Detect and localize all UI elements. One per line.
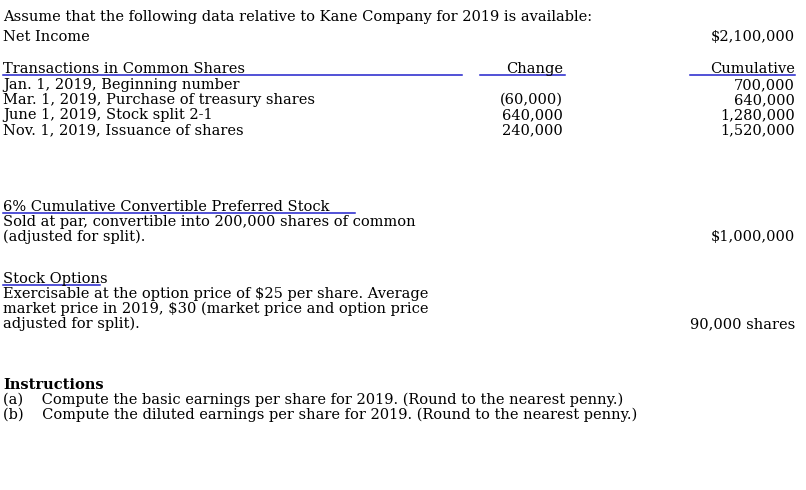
Text: 1,280,000: 1,280,000: [721, 108, 795, 122]
Text: Net Income: Net Income: [3, 30, 89, 44]
Text: Exercisable at the option price of $25 per share. Average: Exercisable at the option price of $25 p…: [3, 287, 428, 301]
Text: 640,000: 640,000: [734, 93, 795, 107]
Text: (a)    Compute the basic earnings per share for 2019. (Round to the nearest penn: (a) Compute the basic earnings per share…: [3, 393, 623, 407]
Text: market price in 2019, $30 (market price and option price: market price in 2019, $30 (market price …: [3, 302, 429, 317]
Text: 90,000 shares: 90,000 shares: [690, 317, 795, 331]
Text: June 1, 2019, Stock split 2-1: June 1, 2019, Stock split 2-1: [3, 108, 213, 122]
Text: (adjusted for split).: (adjusted for split).: [3, 230, 145, 245]
Text: 700,000: 700,000: [734, 78, 795, 92]
Text: $1,000,000: $1,000,000: [711, 230, 795, 244]
Text: Mar. 1, 2019, Purchase of treasury shares: Mar. 1, 2019, Purchase of treasury share…: [3, 93, 315, 107]
Text: Assume that the following data relative to Kane Company for 2019 is available:: Assume that the following data relative …: [3, 10, 592, 24]
Text: Instructions: Instructions: [3, 378, 104, 392]
Text: (60,000): (60,000): [500, 93, 563, 107]
Text: 1,520,000: 1,520,000: [721, 123, 795, 137]
Text: adjusted for split).: adjusted for split).: [3, 317, 139, 331]
Text: Change: Change: [506, 62, 563, 76]
Text: 240,000: 240,000: [502, 123, 563, 137]
Text: 640,000: 640,000: [502, 108, 563, 122]
Text: 6% Cumulative Convertible Preferred Stock: 6% Cumulative Convertible Preferred Stoc…: [3, 200, 330, 214]
Text: Cumulative: Cumulative: [710, 62, 795, 76]
Text: Transactions in Common Shares: Transactions in Common Shares: [3, 62, 245, 76]
Text: Sold at par, convertible into 200,000 shares of common: Sold at par, convertible into 200,000 sh…: [3, 215, 416, 229]
Text: Jan. 1, 2019, Beginning number: Jan. 1, 2019, Beginning number: [3, 78, 239, 92]
Text: Nov. 1, 2019, Issuance of shares: Nov. 1, 2019, Issuance of shares: [3, 123, 243, 137]
Text: Stock Options: Stock Options: [3, 272, 108, 286]
Text: (b)    Compute the diluted earnings per share for 2019. (Round to the nearest pe: (b) Compute the diluted earnings per sha…: [3, 408, 638, 422]
Text: $2,100,000: $2,100,000: [711, 30, 795, 44]
